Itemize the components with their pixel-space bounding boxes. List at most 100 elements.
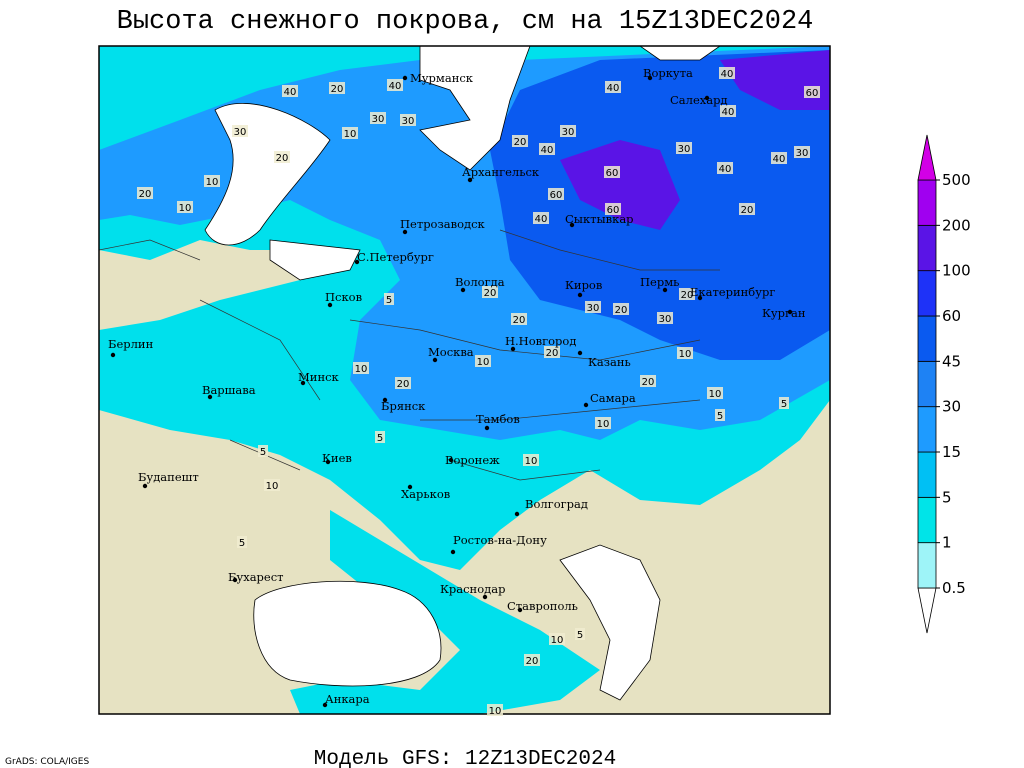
city-dot xyxy=(300,380,306,386)
contour-label: 20 xyxy=(276,153,289,164)
model-caption: Модель GFS: 12Z13DEC2024 xyxy=(314,748,616,768)
contour-label: 20 xyxy=(139,189,152,200)
contour-label: 10 xyxy=(489,706,502,717)
city-dot xyxy=(402,75,408,81)
contour-label: 40 xyxy=(535,214,548,225)
city-dot xyxy=(704,95,710,101)
city-dot xyxy=(407,484,413,490)
colorbar-segment xyxy=(917,496,937,544)
northern-seas xyxy=(419,46,721,171)
contour-label: 60 xyxy=(606,168,619,179)
contour-label-box xyxy=(720,105,736,117)
labels: 40 20 40 30 30 10 30 20 10 20 10 20 30 40 40 40 60 40 30 40… xyxy=(108,66,820,717)
contour-label: 20 xyxy=(514,137,527,148)
contour-label: 5 xyxy=(577,630,583,641)
city-label: Киров xyxy=(565,278,602,292)
contour-label-box xyxy=(640,375,656,387)
city-label: Ростов-на-Дону xyxy=(453,533,547,547)
contour-label: 10 xyxy=(266,481,279,492)
city-dot xyxy=(232,577,238,583)
city-dot xyxy=(583,402,589,408)
contour-label-box xyxy=(575,628,585,640)
map xyxy=(99,46,830,714)
city-dot xyxy=(327,302,333,308)
city-dot xyxy=(569,222,575,228)
contour-label-box xyxy=(717,162,733,174)
city-dot xyxy=(382,397,388,403)
city-dot xyxy=(484,425,490,431)
city-dot xyxy=(325,459,331,465)
contour-label-box xyxy=(707,387,723,399)
city-label: Сыктывкар xyxy=(565,212,634,226)
city-label: Анкара xyxy=(325,692,370,706)
city-dot xyxy=(142,483,148,489)
colorbar-label: 1 xyxy=(942,534,952,552)
colorbar-label: 30 xyxy=(942,398,961,416)
city-label: Екатеринбург xyxy=(690,285,775,299)
colorbar-label: 100 xyxy=(942,262,971,280)
contour-label-box xyxy=(533,212,549,224)
contour-label-box xyxy=(204,175,220,187)
city-label: Курган xyxy=(762,306,806,320)
contour-label: 10 xyxy=(709,389,722,400)
contour-label: 40 xyxy=(722,107,735,118)
contour-label-box xyxy=(264,479,280,491)
city-label: С.Петербург xyxy=(357,250,434,264)
city-dot xyxy=(402,229,408,235)
credit: GrADS: COLA/IGES xyxy=(5,757,89,767)
colorbar-segment xyxy=(917,360,937,408)
colorbar-over xyxy=(917,134,937,181)
contour-label-box xyxy=(676,142,692,154)
city-dot xyxy=(460,287,466,293)
snow-100 xyxy=(560,50,830,230)
contour-label: 10 xyxy=(179,203,192,214)
contour-label-box xyxy=(282,85,298,97)
contour-label: 30 xyxy=(562,127,575,138)
title: Высота снежного покрова, см на 15Z13DEC2… xyxy=(117,7,814,37)
contour-label-box xyxy=(544,346,560,358)
contour-label-box xyxy=(370,112,386,124)
city-label: Салехард xyxy=(670,93,728,107)
contour-label: 5 xyxy=(717,411,723,422)
city-dot xyxy=(787,309,793,315)
city-dot xyxy=(510,346,516,352)
contour-label-box xyxy=(595,417,611,429)
city-label: Москва xyxy=(428,345,474,359)
colorbar-under xyxy=(917,587,937,634)
contour-label: 30 xyxy=(678,144,691,155)
contour-label: 5 xyxy=(260,447,266,458)
contour-label: 20 xyxy=(615,305,628,316)
contour-label-box xyxy=(604,166,620,178)
contour-label: 10 xyxy=(355,364,368,375)
contour-label: 5 xyxy=(781,399,787,410)
colorbar-segment xyxy=(917,270,937,317)
city-dot xyxy=(354,259,360,265)
contour-label-box xyxy=(137,187,153,199)
contour-label-box xyxy=(237,536,247,548)
contour-label-box xyxy=(353,362,369,374)
city-dot xyxy=(450,549,456,555)
city-label: Минск xyxy=(298,370,340,384)
contour-label: 60 xyxy=(806,88,819,99)
city-dot xyxy=(577,350,583,356)
contour-label-box xyxy=(605,203,621,215)
city-dot xyxy=(432,357,438,363)
city-dot xyxy=(482,594,488,600)
contour-label-box xyxy=(375,431,385,443)
contour-label: 10 xyxy=(206,177,219,188)
contour-label: 10 xyxy=(597,419,610,430)
contour-label-box xyxy=(715,409,725,421)
contour-label-box xyxy=(524,654,540,666)
contour-label: 10 xyxy=(344,129,357,140)
city-label: Казань xyxy=(588,355,631,369)
contour-label: 20 xyxy=(741,205,754,216)
colorbar-segment xyxy=(917,315,937,362)
contour-label: 10 xyxy=(477,357,490,368)
city-label: Архангельск xyxy=(462,165,540,179)
contour-label: 40 xyxy=(284,87,297,98)
contour-label: 60 xyxy=(550,190,563,201)
contour-label-box xyxy=(475,355,491,367)
contour-label: 20 xyxy=(546,348,559,359)
contour-label-box xyxy=(487,704,503,716)
